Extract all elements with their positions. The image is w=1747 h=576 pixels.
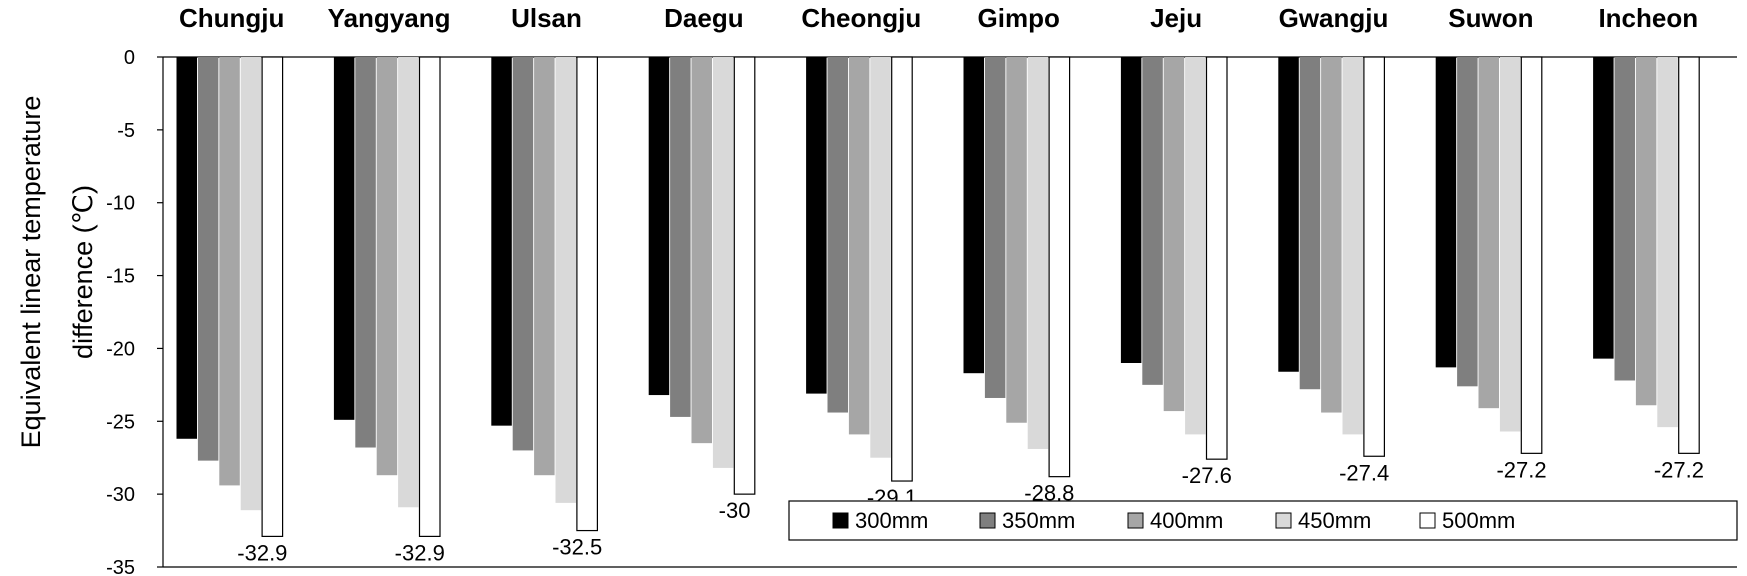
data-label: -27.2 [1496,457,1546,482]
bar-300mm [1593,57,1614,359]
legend: 300mm 350mm 400mm 450mm 500mm [788,500,1738,541]
bar-350mm [984,57,1006,398]
bar-500mm [1678,56,1700,454]
bar-350mm [355,57,376,448]
bar-300mm [806,57,827,394]
bar-400mm [1635,57,1657,406]
bar-400mm [1321,57,1342,413]
category-label: Suwon [1448,3,1533,33]
bar-350mm [827,57,848,413]
y-tick-label: -15 [106,266,135,288]
bar-400mm [1006,57,1027,423]
category-labels: Chungju Yangyang Ulsan Daegu Cheongju Gimpo Je… [179,3,1698,33]
bar-300mm [333,57,355,420]
category-label: Daegu [664,3,743,33]
bar-300mm [1278,57,1299,372]
data-label: -30 [719,498,751,523]
category-label: Yangyang [328,3,451,33]
legend-label: 300mm [855,508,928,533]
bar-500mm [1520,56,1543,454]
y-axis-label-line-1: Equivalent linear temperature [16,96,46,449]
bar-500mm [1363,56,1386,457]
bar-300mm [176,57,197,439]
bar-450mm [398,57,419,508]
category-label: Chungju [179,3,284,33]
legend-box [788,500,1738,541]
legend-label: 400mm [1150,508,1223,533]
data-label: -32.9 [237,540,287,565]
data-label: -32.5 [552,535,602,560]
bar-500mm [733,56,756,495]
bar-300mm [963,57,984,374]
bar-300mm [648,57,670,396]
bar-350mm [1142,57,1163,385]
bar-350mm [1614,57,1635,381]
legend-swatch-450mm [1275,512,1292,529]
bar-450mm [712,57,734,468]
category-label: Incheon [1598,3,1698,33]
bar-400mm [691,57,712,444]
category-label: Gwangju [1279,3,1389,33]
bar-350mm [197,57,219,461]
data-label: -27.2 [1654,457,1704,482]
data-label: -27.6 [1182,463,1232,488]
y-tick-label: -35 [106,557,135,576]
bar-350mm [1457,57,1478,387]
y-tick-label: -10 [106,193,135,215]
bar-300mm [1435,57,1457,368]
y-tick-label: -30 [106,484,135,506]
y-axis-label: Equivalent linear temperature difference… [16,96,98,449]
legend-swatch-300mm [832,512,849,529]
bar-450mm [555,57,576,503]
bar-300mm [491,57,512,426]
category-label: Ulsan [511,3,582,33]
legend-swatch-400mm [1127,512,1144,529]
y-axis-label-line-2: difference (℃) [68,185,98,359]
legend-label: 450mm [1298,508,1371,533]
bar-450mm [1185,57,1206,435]
legend-swatch-500mm [1419,512,1436,529]
bar-400mm [219,57,240,486]
category-label: Cheongju [801,3,921,33]
bar-350mm [1299,57,1321,390]
bar-300mm [1120,57,1142,363]
data-label: -32.9 [395,540,445,565]
y-tick-label: -5 [117,120,135,142]
bar-500mm [418,56,441,537]
y-tick-label: -25 [106,411,135,433]
y-tick-label: -20 [106,338,135,360]
legend-label: 350mm [1002,508,1075,533]
bar-400mm [1163,57,1185,412]
bar-350mm [512,57,534,451]
bar-450mm [1027,57,1049,449]
bars [176,56,1700,537]
category-label: Jeju [1150,3,1202,33]
bar-450mm [240,57,262,511]
bar-500mm [576,56,599,532]
legend-swatch-350mm [979,512,996,529]
bar-500mm [1048,56,1071,478]
bar-450mm [1499,57,1521,432]
category-label: Gimpo [978,3,1060,33]
legend-label: 500mm [1442,508,1515,533]
data-label: -27.4 [1339,460,1389,485]
bar-450mm [1657,57,1678,428]
bar-500mm [1205,56,1228,460]
bar-350mm [670,57,691,417]
bar-500mm [261,56,284,537]
bar-450mm [1342,57,1363,435]
bar-500mm [891,56,913,482]
bar-400mm [534,57,555,476]
y-tick-label: 0 [124,47,135,69]
bar-450mm [870,57,891,458]
bar-400mm [1478,57,1499,409]
bar-400mm [376,57,398,476]
bar-400mm [848,57,870,435]
